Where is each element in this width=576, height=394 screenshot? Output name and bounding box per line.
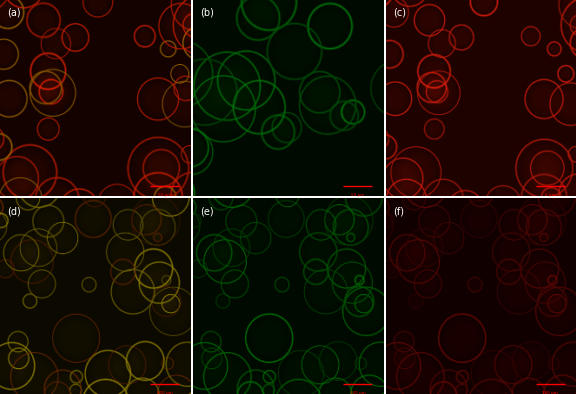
Text: (f): (f)	[393, 206, 404, 216]
Text: (b): (b)	[200, 8, 214, 18]
Text: 100 μm: 100 μm	[157, 391, 173, 394]
Text: 5 μm: 5 μm	[545, 193, 556, 197]
Text: 50 μm: 50 μm	[158, 193, 172, 197]
Text: 50 μm: 50 μm	[351, 193, 364, 197]
Text: 100 μm: 100 μm	[543, 391, 558, 394]
Text: (c): (c)	[393, 8, 406, 18]
Text: (d): (d)	[7, 206, 21, 216]
Text: (a): (a)	[7, 8, 21, 18]
Text: (e): (e)	[200, 206, 214, 216]
Text: 100 μm: 100 μm	[350, 391, 365, 394]
